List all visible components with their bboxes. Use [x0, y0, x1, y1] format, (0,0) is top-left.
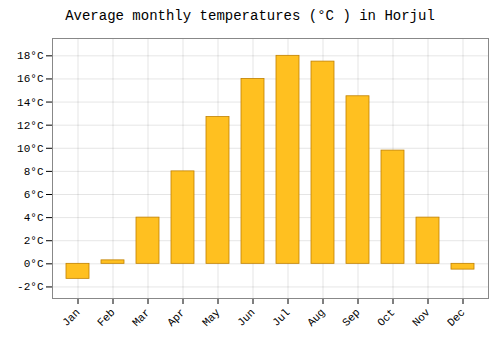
svg-text:Feb: Feb	[95, 306, 117, 328]
svg-text:Mar: Mar	[130, 306, 152, 328]
svg-text:Dec: Dec	[445, 306, 467, 328]
svg-text:6°C: 6°C	[24, 189, 44, 201]
svg-text:Jan: Jan	[60, 306, 82, 328]
svg-text:16°C: 16°C	[17, 73, 44, 85]
svg-text:Aug: Aug	[305, 306, 327, 328]
svg-text:Nov: Nov	[410, 306, 433, 329]
svg-text:12°C: 12°C	[17, 120, 44, 132]
svg-text:8°C: 8°C	[24, 166, 44, 178]
svg-text:Apr: Apr	[165, 306, 187, 328]
svg-text:-2°C: -2°C	[17, 281, 44, 293]
svg-text:4°C: 4°C	[24, 212, 44, 224]
svg-text:10°C: 10°C	[17, 143, 44, 155]
svg-text:Oct: Oct	[375, 306, 397, 328]
svg-text:18°C: 18°C	[17, 50, 44, 62]
svg-text:Jun: Jun	[235, 306, 257, 328]
svg-text:May: May	[200, 306, 223, 329]
svg-text:Jul: Jul	[270, 306, 292, 328]
svg-text:Sep: Sep	[340, 306, 362, 328]
svg-text:14°C: 14°C	[17, 97, 44, 109]
html-text:Average monthly temperatures (: Average monthly temperatures (°C ) in Ho…	[65, 8, 435, 24]
svg-text:2°C: 2°C	[24, 235, 44, 247]
svg-text:0°C: 0°C	[24, 258, 44, 270]
